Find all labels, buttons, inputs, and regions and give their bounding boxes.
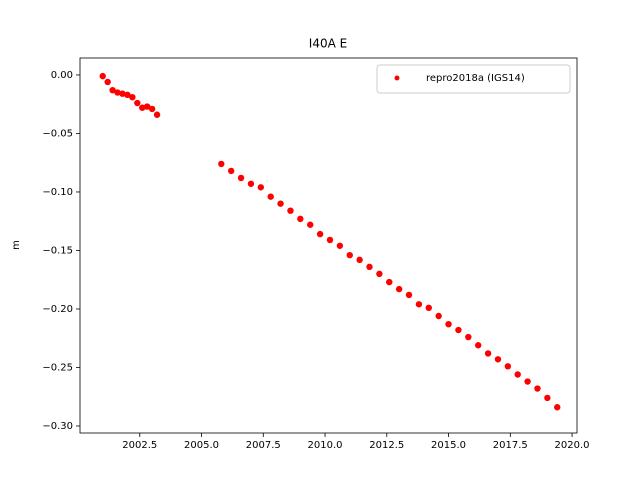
- data-point: [247, 180, 255, 187]
- data-point: [237, 174, 245, 182]
- data-point: [554, 404, 561, 411]
- data-point: [455, 326, 462, 334]
- data-point: [148, 105, 156, 113]
- data-point: [386, 278, 393, 286]
- legend-label: repro2018a (IGS14): [426, 73, 525, 84]
- data-point: [494, 356, 502, 363]
- y-tick-label: −0.05: [42, 128, 73, 139]
- x-tick-label: 2012.5: [369, 440, 404, 451]
- y-tick-label: −0.20: [42, 304, 73, 315]
- x-tick-label: 2002.5: [122, 440, 157, 451]
- x-tick-label: 2010.0: [308, 440, 343, 451]
- data-point: [119, 90, 126, 97]
- data-point: [405, 291, 413, 299]
- data-point: [287, 207, 294, 214]
- data-point: [316, 230, 324, 238]
- legend-marker: [394, 75, 400, 81]
- data-point: [129, 93, 136, 101]
- x-tick-label: 2007.5: [246, 440, 281, 451]
- data-point: [445, 320, 452, 328]
- data-point: [534, 385, 541, 392]
- data-point: [356, 256, 363, 264]
- data-point: [524, 378, 531, 385]
- data-point: [307, 221, 314, 228]
- data-point: [134, 99, 141, 107]
- data-point: [465, 333, 472, 341]
- data-point: [218, 160, 225, 168]
- data-point: [99, 72, 106, 80]
- legend-box: [376, 64, 571, 94]
- data-point: [514, 371, 521, 378]
- data-point: [153, 111, 161, 118]
- plot-frame: [79, 57, 578, 434]
- data-point: [474, 342, 482, 349]
- chart-title: I40A E: [309, 37, 347, 51]
- x-tick-label: 2020.0: [555, 440, 590, 451]
- data-point: [114, 89, 121, 96]
- x-tick-label: 2015.0: [431, 440, 466, 451]
- x-tick-label: 2005.0: [184, 440, 219, 451]
- data-point: [504, 363, 512, 370]
- data-point: [326, 236, 334, 244]
- data-point: [484, 350, 492, 357]
- data-point: [227, 167, 235, 175]
- data-point: [257, 184, 265, 191]
- x-tick-label: 2017.5: [493, 440, 528, 451]
- y-tick-label: −0.15: [42, 245, 73, 256]
- data-point: [267, 193, 274, 200]
- data-point: [415, 301, 423, 308]
- data-point: [277, 200, 284, 207]
- data-point: [366, 263, 373, 271]
- y-axis-label: m: [11, 240, 22, 250]
- data-point: [376, 270, 383, 278]
- data-point: [435, 312, 442, 320]
- y-tick-label: 0.00: [51, 70, 73, 81]
- data-point: [109, 86, 116, 94]
- data-point: [143, 103, 151, 110]
- data-point: [124, 91, 131, 99]
- data-point: [336, 242, 344, 249]
- data-point: [139, 104, 146, 111]
- y-tick-label: −0.25: [42, 362, 73, 373]
- data-point: [395, 285, 403, 293]
- data-point: [104, 78, 111, 86]
- data-point: [297, 215, 304, 223]
- y-tick-label: −0.10: [42, 187, 73, 198]
- data-point: [425, 304, 432, 312]
- data-point: [346, 251, 353, 259]
- y-tick-label: −0.30: [42, 421, 73, 432]
- data-point: [544, 394, 551, 402]
